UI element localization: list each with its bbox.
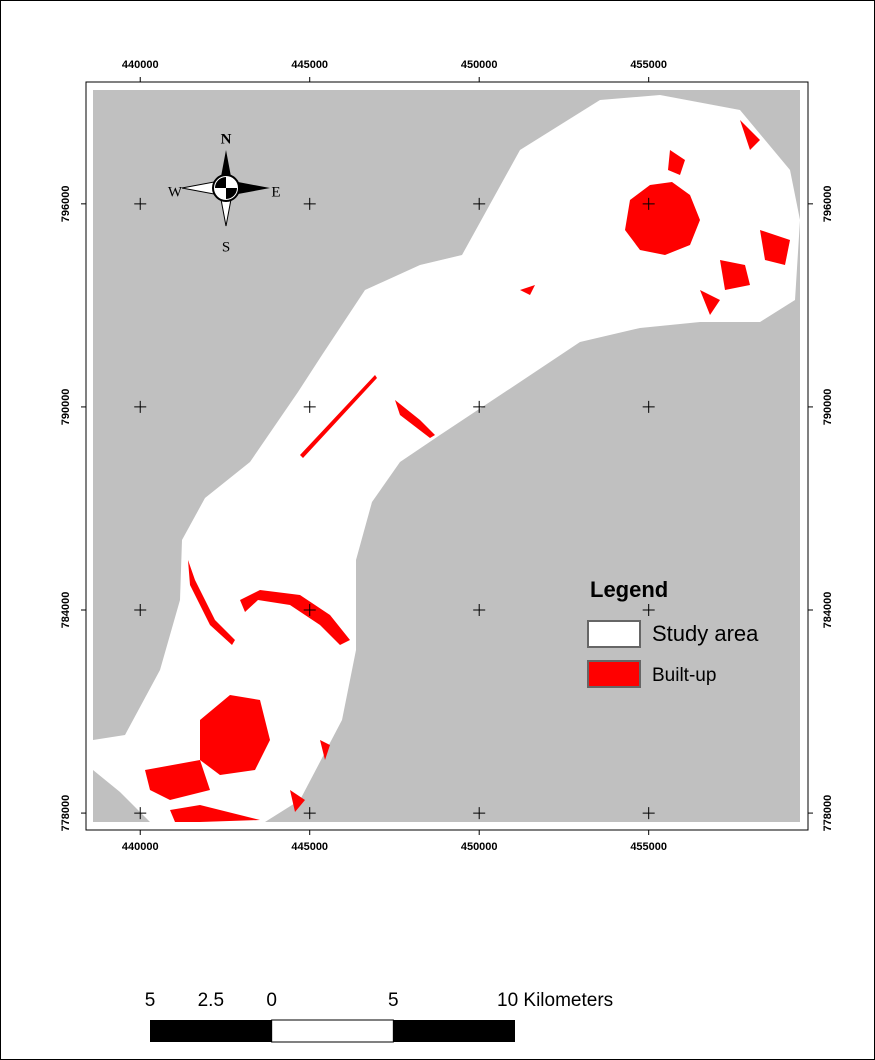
- x-tick-label: 450000: [461, 841, 498, 853]
- x-tick-label: 455000: [630, 841, 667, 853]
- scale-label: 5: [145, 990, 156, 1011]
- scale-label: 10 Kilometers: [497, 990, 613, 1011]
- legend-label: Study area: [652, 621, 759, 646]
- scale-label: 0: [266, 990, 277, 1011]
- compass-n: N: [221, 131, 232, 147]
- scale-label: 2.5: [198, 990, 224, 1011]
- x-tick-label: 455000: [630, 59, 667, 71]
- y-tick-label: 784000: [60, 592, 72, 629]
- y-tick-label: 796000: [822, 185, 834, 222]
- compass-e: E: [271, 184, 280, 200]
- scale-label: 5: [388, 990, 399, 1011]
- x-tick-label: 445000: [291, 841, 328, 853]
- scale-segment: [150, 1020, 272, 1042]
- x-tick-label: 450000: [461, 59, 498, 71]
- scale-segment: [393, 1020, 515, 1042]
- compass-s: S: [222, 239, 230, 255]
- y-tick-label: 796000: [60, 185, 72, 222]
- compass-w: W: [168, 184, 183, 200]
- legend-swatch: [588, 661, 640, 687]
- y-tick-label: 778000: [822, 795, 834, 832]
- y-tick-label: 790000: [60, 389, 72, 426]
- scale-segment: [272, 1020, 394, 1042]
- y-tick-label: 784000: [822, 592, 834, 629]
- x-tick-label: 445000: [291, 59, 328, 71]
- y-tick-label: 778000: [60, 795, 72, 832]
- legend-swatch: [588, 621, 640, 647]
- map-figure: N S W E Legend Study area Built-up 44000…: [0, 0, 875, 1060]
- x-tick-label: 440000: [122, 841, 159, 853]
- y-tick-label: 790000: [822, 389, 834, 426]
- legend-label: Built-up: [652, 665, 716, 686]
- x-tick-label: 440000: [122, 59, 159, 71]
- legend-title: Legend: [590, 577, 668, 602]
